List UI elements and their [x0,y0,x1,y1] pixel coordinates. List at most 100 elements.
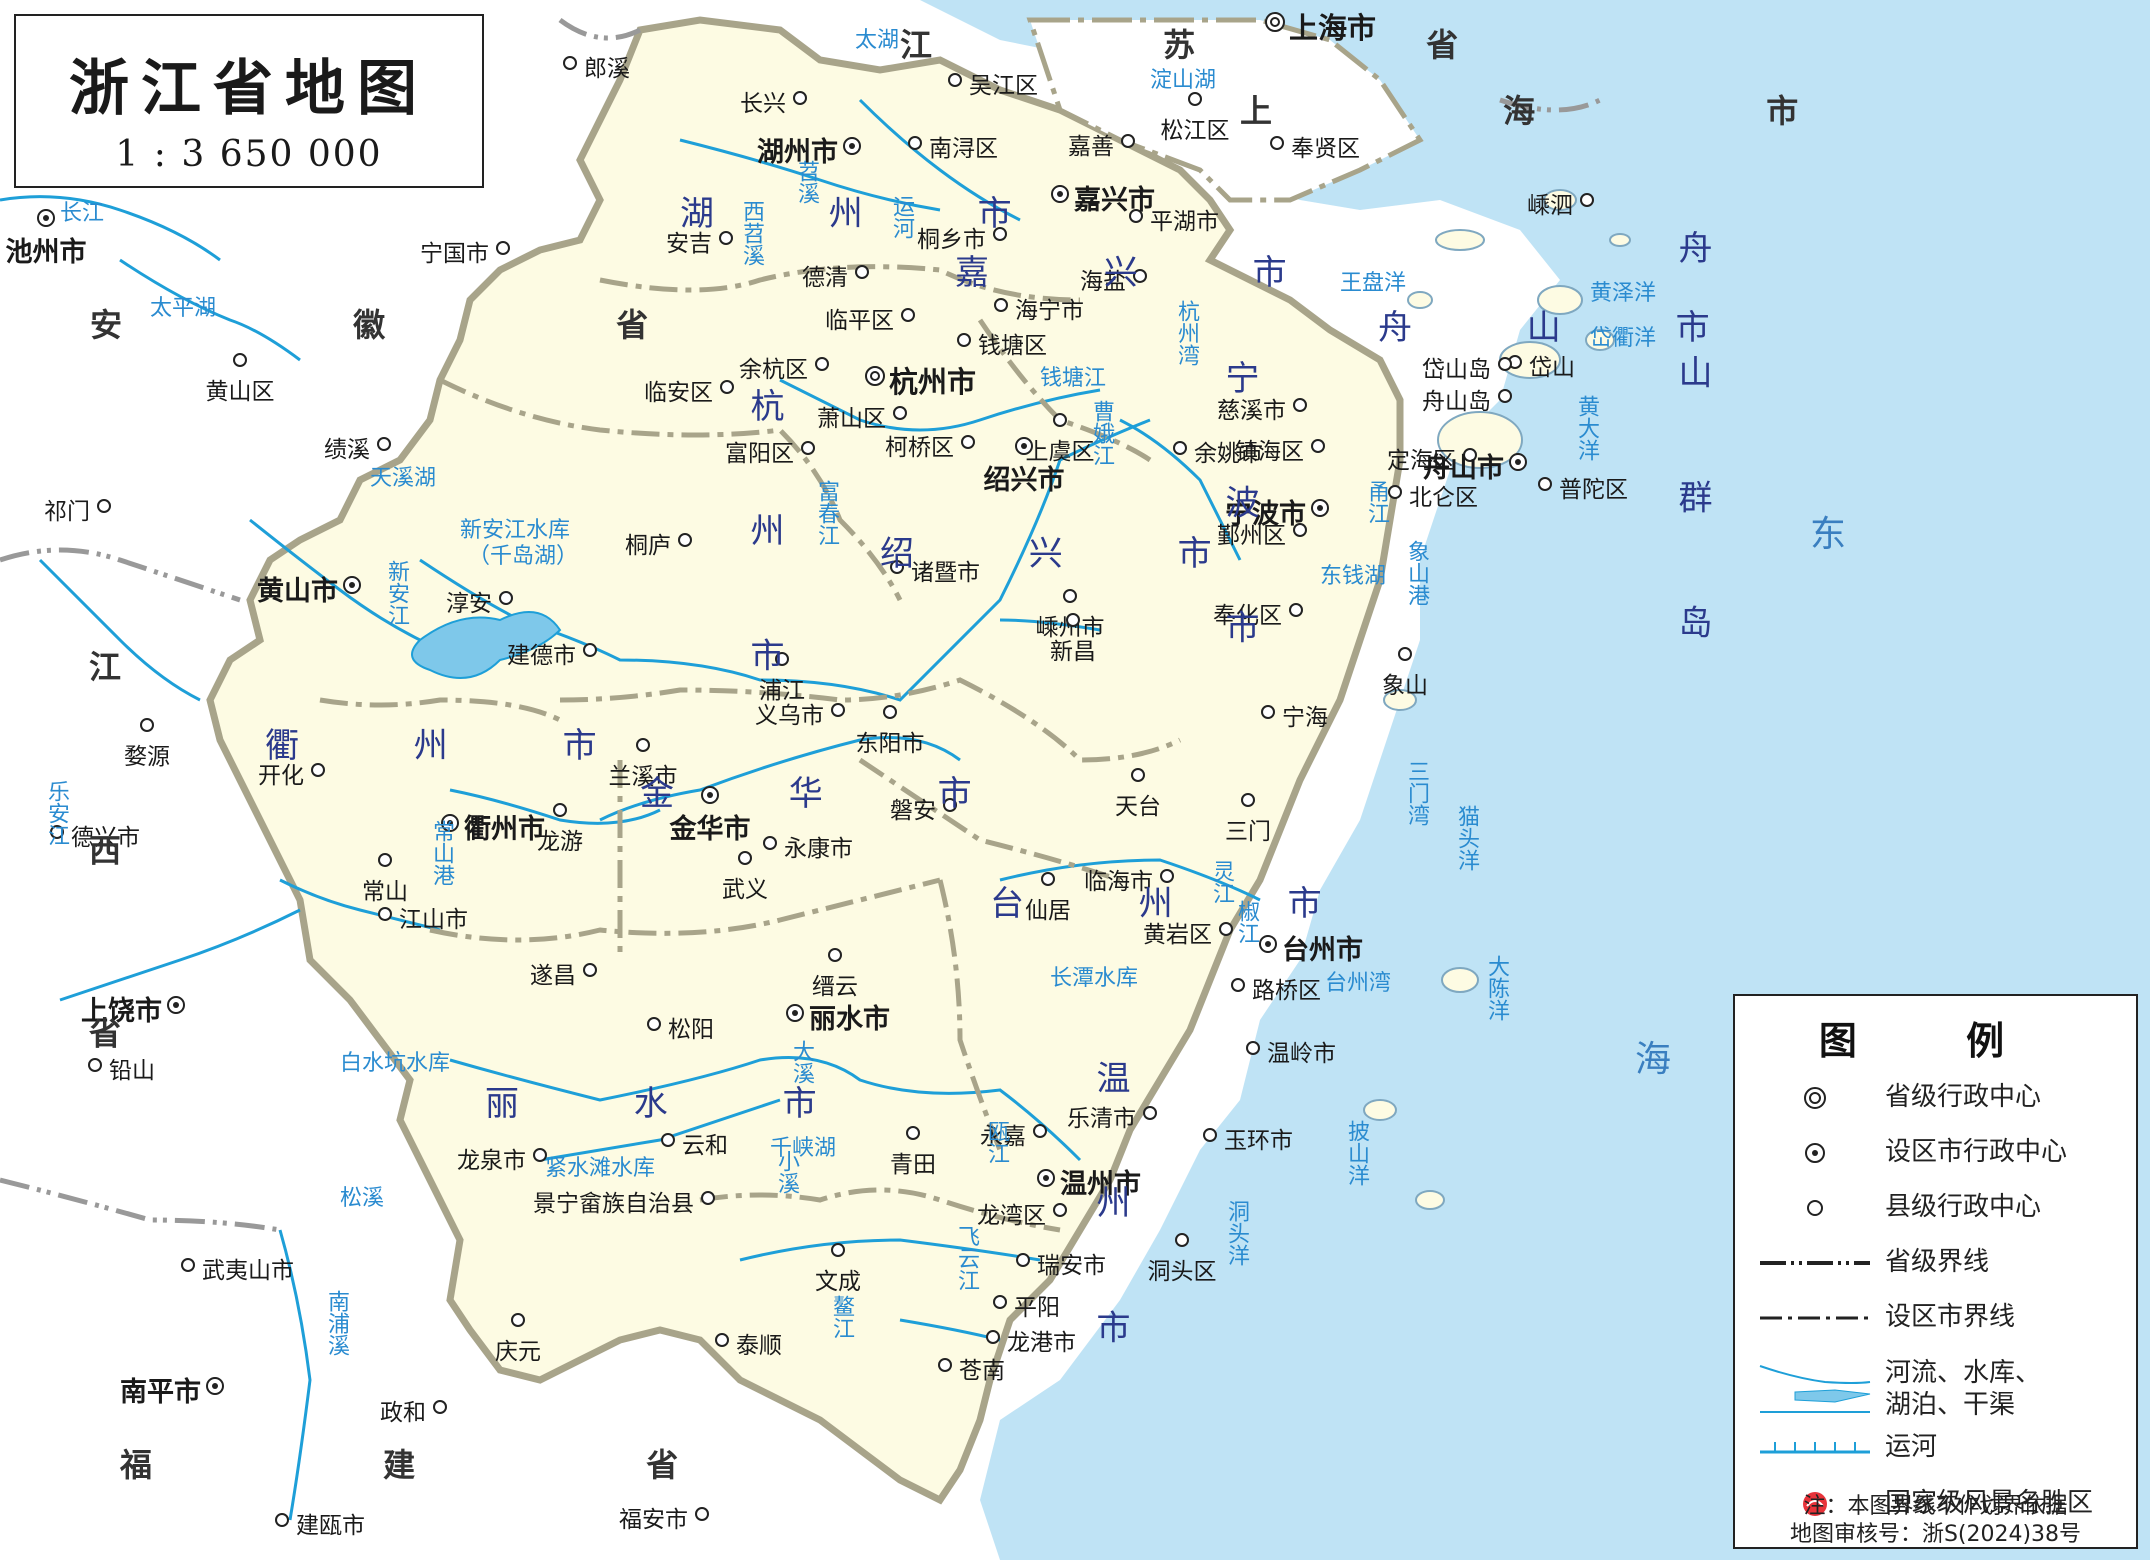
scenic-area-icon [1803,1492,1827,1516]
place-label: 宁波市 [1225,498,1306,530]
place-label: 淳安 [446,591,492,618]
place-label: 普陀区 [1559,477,1628,504]
prefecture-center-icon [1037,1169,1055,1187]
water-label: 瓯江 [984,1120,1009,1164]
place-label: 临海市 [1084,869,1153,896]
water-label: （千岛湖） [468,544,579,569]
county-center-icon [801,441,815,455]
place-label: 海宁市 [1015,298,1084,325]
place-label: 上饶市 [81,995,162,1027]
county-center-icon [97,499,111,513]
place-label: 浦江 [759,678,805,704]
place-label: 祁门 [44,499,90,526]
place-label: 龙湾区 [977,1203,1046,1230]
place-label: 南平市 [120,1376,201,1408]
water-label: 富春江 [814,480,839,546]
place-label: 松江区 [1160,118,1230,144]
region-label: 宁 波 市 [1219,360,1259,684]
region-label: 舟 山 群 岛 [1672,230,1712,679]
place-label: 武义 [722,877,768,903]
county-center-icon [1188,92,1202,106]
water-label: 西苕溪 [739,200,764,266]
county-center-icon [715,1333,729,1347]
place-label: 黄山市 [257,575,338,607]
map-title: 浙江省地图 [69,54,429,124]
prefecture-center-icon [1509,453,1527,471]
water-label: 太湖 [855,28,900,53]
place-label: 瑞安市 [1037,1253,1106,1280]
place-label: 乐清市 [1067,1106,1136,1133]
place-label: 奉化区 [1213,603,1282,630]
county-center-icon [938,1358,952,1372]
zhejiang-land [206,16,1404,1505]
county-center-icon [701,1191,715,1205]
county-center-icon [815,357,829,371]
county-center-icon [1538,477,1552,491]
county-center-icon [1066,613,1080,627]
county-center-icon [993,227,1007,241]
county-center-icon [893,406,907,420]
place-label: 庆元 [495,1339,541,1365]
provincial-center-icon [865,366,885,386]
water-label: 钱塘江 [1040,366,1107,391]
county-center-icon [1398,647,1412,661]
water-label: 乐安江 [44,780,69,846]
place-label: 钱塘区 [978,333,1047,360]
province-label: 上 海 市 [1240,92,1909,130]
water-label: 太平湖 [150,296,217,321]
county-center-icon [1246,1041,1260,1055]
county-center-icon [1293,523,1307,537]
county-center-icon [678,533,692,547]
place-label: 绍兴市 [983,465,1065,496]
place-label: 黄岩区 [1143,922,1212,949]
county-center-icon [775,652,789,666]
place-label: 苍南 [959,1358,1005,1385]
county-center-icon [1807,1200,1823,1216]
legend-city-boundary: 设区市界线 [1885,1302,2016,1332]
county-center-icon [855,265,869,279]
place-label: 桐庐 [625,533,671,560]
county-center-icon [583,963,597,977]
county-center-icon [719,231,733,245]
prefecture-center-icon [1015,437,1033,455]
region-label: 舟 山 市 [1378,308,1762,348]
county-center-icon [1293,398,1307,412]
place-label: 缙云 [812,974,858,1000]
county-center-icon [275,1513,289,1527]
legend-river: 河流、水库、 [1885,1358,2042,1388]
county-center-icon [181,1258,195,1272]
place-label: 平阳 [1014,1295,1060,1322]
county-center-icon [1143,1106,1157,1120]
county-center-icon [1580,193,1594,207]
place-label: 杭州市 [889,364,977,399]
place-label: 湖州市 [757,136,838,168]
place-label: 绩溪 [324,437,370,464]
place-label: 路桥区 [1252,978,1321,1005]
county-center-icon [533,1148,547,1162]
legend-title: 图 例 [1818,1019,2053,1063]
water-label: 长潭水库 [1050,966,1139,991]
place-label: 海盐 [1080,269,1126,296]
water-label: 鳌江 [829,1295,854,1339]
county-center-icon [1219,922,1233,936]
region-label: 金 华 市 [640,774,1024,814]
county-center-icon [1016,1253,1030,1267]
water-label: 运河 [889,195,914,239]
place-label: 临平区 [825,308,894,335]
water-label: 岱衢洋 [1590,326,1657,351]
place-label: 福安市 [619,1507,688,1534]
place-label: 婺源 [124,744,170,770]
canal-icon [1760,1442,1870,1454]
county-center-icon [1131,768,1145,782]
place-label: 嘉善 [1068,134,1114,161]
map-title-box: 浙江省地图 1 : 3 650 000 [14,14,484,188]
water-label: 南浦溪 [324,1290,349,1356]
county-center-icon [1041,872,1055,886]
place-label: 武夷山市 [202,1258,294,1285]
place-label: 北仑区 [1409,485,1478,512]
place-label: 玉环市 [1224,1128,1293,1155]
county-center-icon [1498,357,1512,371]
water-label: 黄大洋 [1574,395,1599,461]
place-label: 富阳区 [725,441,794,468]
